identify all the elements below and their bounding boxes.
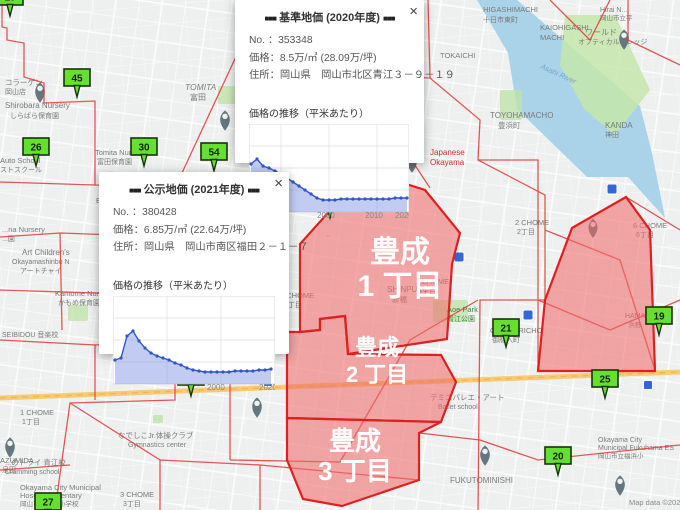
svg-text:27: 27: [42, 498, 54, 509]
svg-text:FUKUTOMINISHI: FUKUTOMINISHI: [450, 476, 513, 485]
svg-text:2丁目: 2丁目: [517, 228, 535, 236]
svg-text:3 丁目: 3 丁目: [318, 456, 392, 486]
svg-text:アートチャイ: アートチャイ: [20, 267, 62, 275]
svg-text:神田: 神田: [605, 130, 619, 139]
svg-text:豊浜町: 豊浜町: [498, 120, 521, 130]
svg-text:Japanese: Japanese: [430, 148, 465, 157]
svg-text:豊成: 豊成: [355, 335, 399, 360]
svg-text:SEIBIDOU 音楽校: SEIBIDOU 音楽校: [2, 330, 58, 339]
svg-text:Okayama: Okayama: [430, 158, 465, 167]
svg-text:富田保育園: 富田保育園: [97, 157, 132, 166]
svg-text:1 丁目: 1 丁目: [357, 270, 442, 303]
svg-text:Municipal Fukuhama ES: Municipal Fukuhama ES: [598, 445, 674, 452]
svg-text:なでしこJr.体操クラブ: なでしこJr.体操クラブ: [118, 430, 194, 440]
svg-text:豊成: 豊成: [370, 236, 430, 269]
svg-text:2000: 2000: [317, 211, 335, 219]
svg-text:MACHI: MACHI: [540, 33, 564, 42]
svg-text:3 CHOME: 3 CHOME: [120, 490, 154, 499]
svg-text:20: 20: [552, 452, 564, 463]
svg-text:...na Nursery: ...na Nursery: [2, 225, 45, 234]
svg-text:Okayama City: Okayama City: [598, 437, 642, 444]
svg-text:2 CHOME: 2 CHOME: [515, 218, 549, 227]
svg-text:2020: 2020: [259, 383, 275, 392]
svg-text:TOYOHAMACHO: TOYOHAMACHO: [490, 111, 553, 120]
svg-text:3丁目: 3丁目: [123, 500, 141, 508]
svg-text:十日市東町: 十日市東町: [483, 15, 518, 24]
svg-text:19: 19: [653, 312, 665, 323]
svg-text:ワールド: ワールド: [585, 28, 617, 37]
svg-text:Map data ©2021: Map data ©2021: [629, 498, 680, 507]
svg-text:しらばら保育園: しらばら保育園: [10, 111, 59, 120]
svg-text:21: 21: [500, 324, 512, 335]
svg-text:富田: 富田: [190, 92, 206, 102]
svg-text:コラーゲン: コラーゲン: [5, 78, 43, 87]
svg-text:26: 26: [30, 143, 42, 154]
svg-text:TOMITA: TOMITA: [185, 82, 217, 92]
svg-text:25: 25: [599, 375, 611, 386]
svg-text:豊成: 豊成: [329, 426, 381, 456]
svg-text:2000: 2000: [207, 383, 225, 392]
svg-text:KANDA: KANDA: [605, 121, 633, 130]
svg-text:TOKAICHI: TOKAICHI: [440, 51, 475, 60]
svg-text:岡山店: 岡山店: [5, 87, 26, 96]
svg-text:HIGASHIMACHI: HIGASHIMACHI: [483, 5, 538, 14]
svg-text:2 丁目: 2 丁目: [346, 362, 408, 387]
svg-text:1丁目: 1丁目: [22, 418, 40, 426]
svg-text:かもめ保育園: かもめ保育園: [58, 298, 100, 307]
svg-text:54: 54: [208, 148, 220, 159]
svg-text:1 CHOME: 1 CHOME: [20, 408, 54, 417]
svg-text:Cramming school: Cramming school: [5, 469, 60, 476]
svg-text:Art Children's: Art Children's: [22, 248, 70, 257]
svg-text:30: 30: [138, 143, 150, 154]
svg-text:2010: 2010: [365, 211, 383, 219]
svg-text:19: 19: [4, 0, 16, 4]
svg-text:2020: 2020: [395, 211, 409, 219]
svg-text:45: 45: [71, 74, 83, 85]
